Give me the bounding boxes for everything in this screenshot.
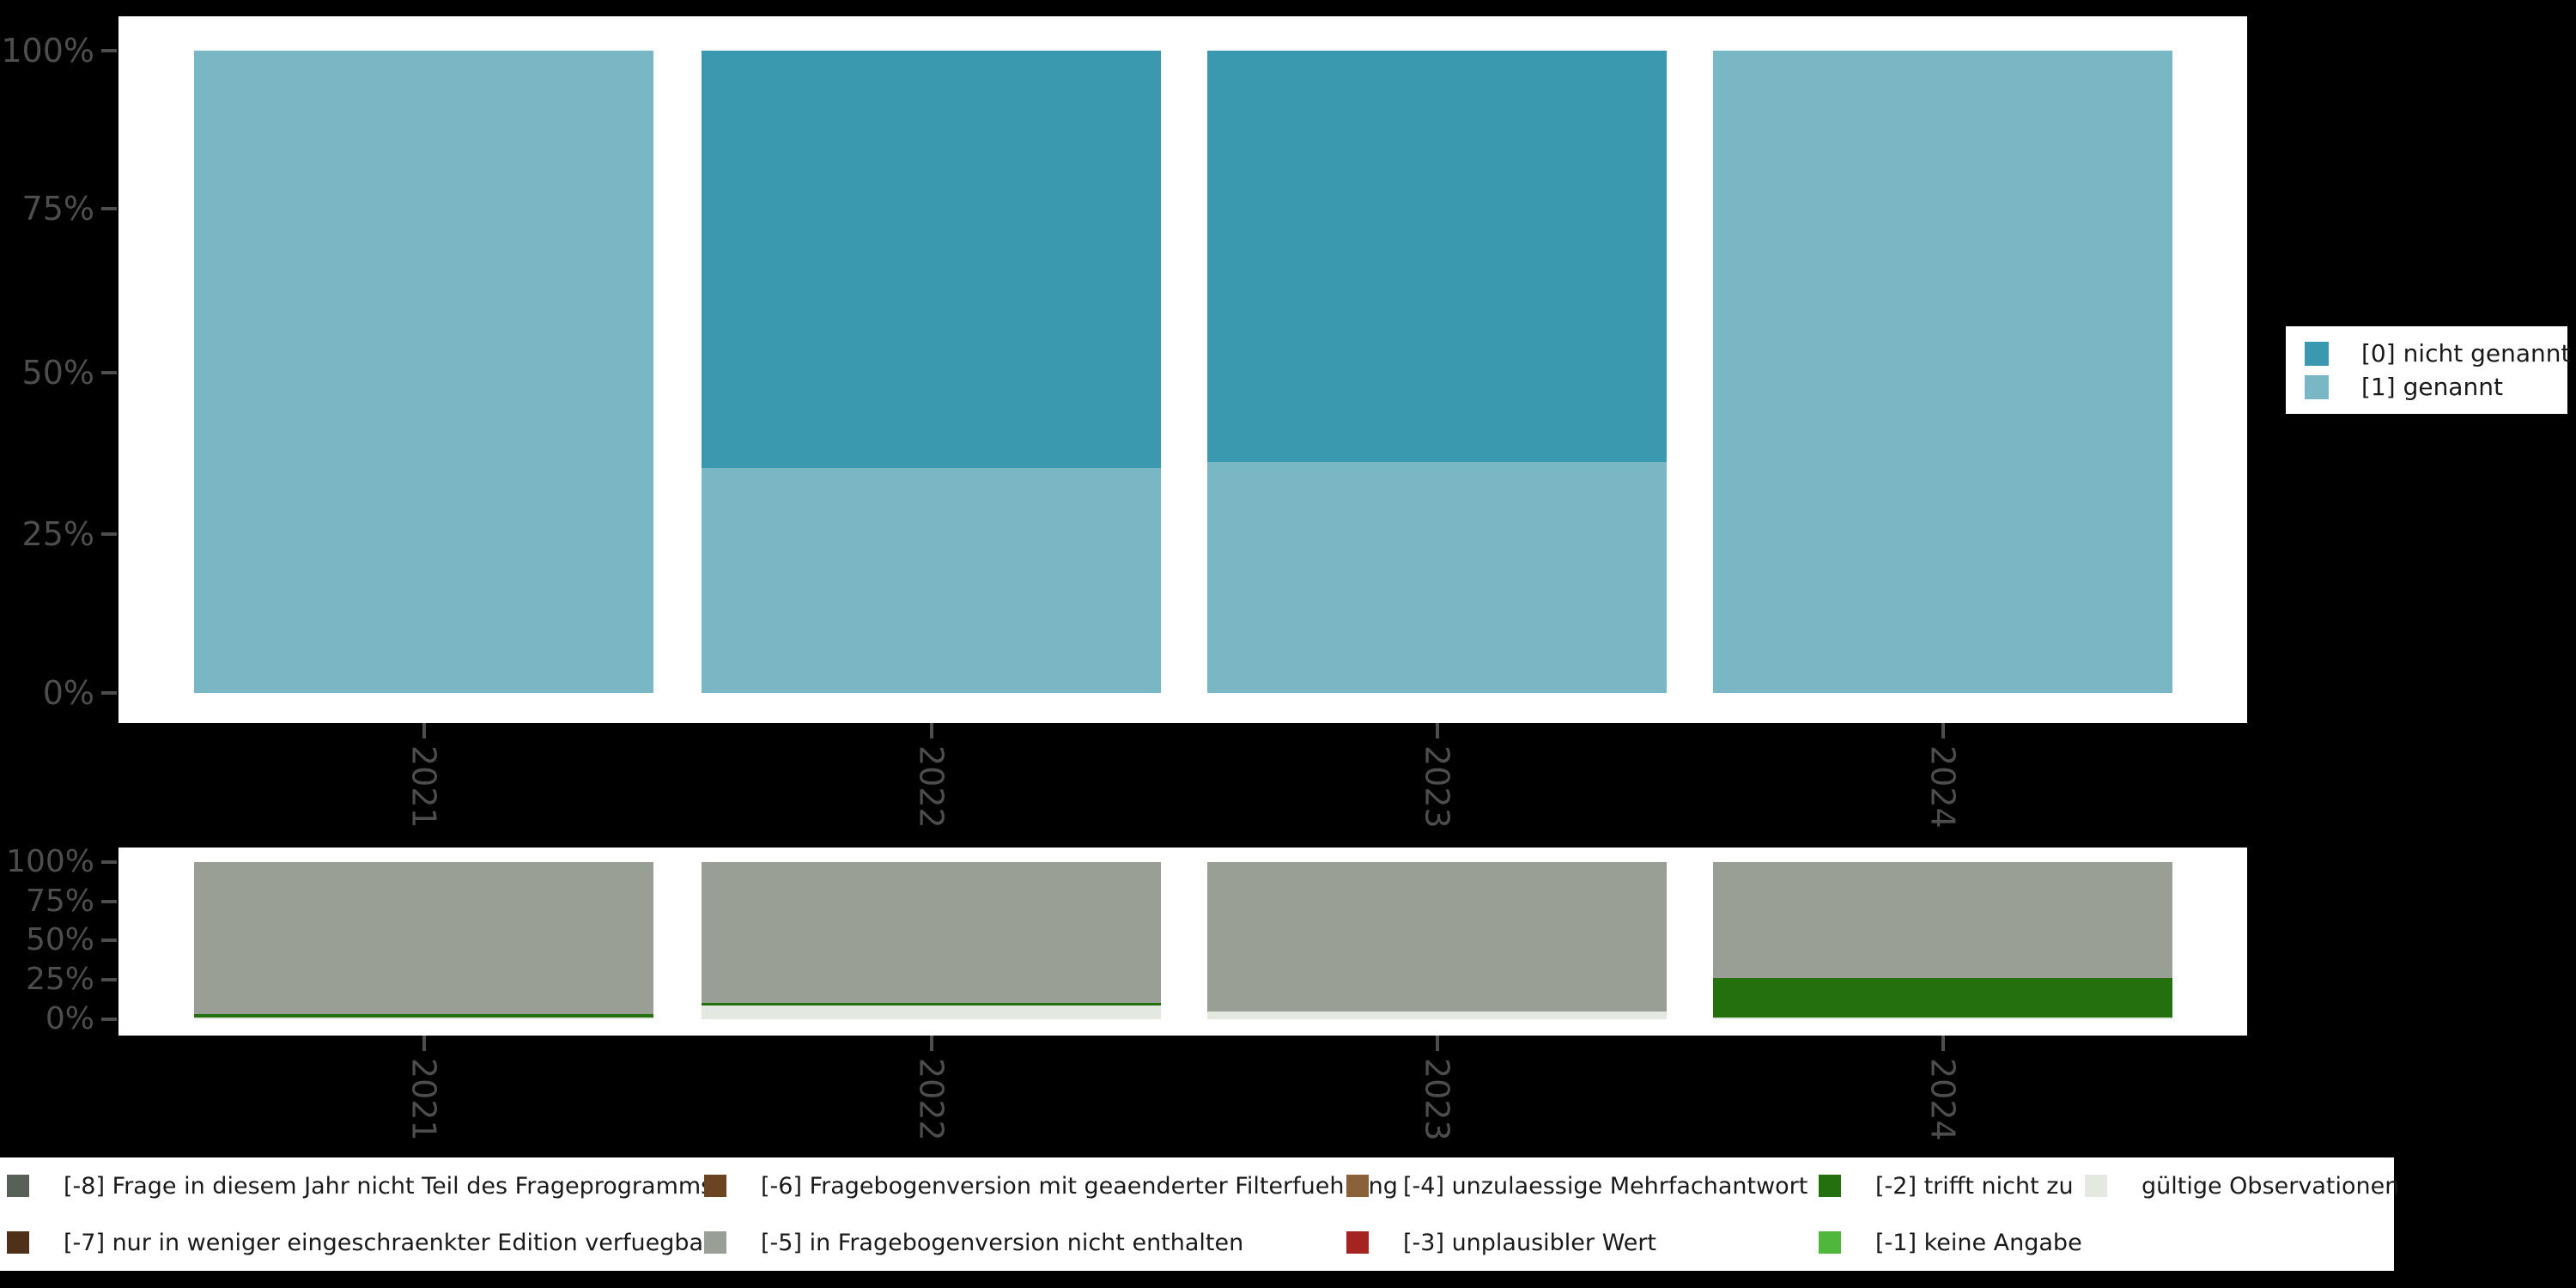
bar-segment	[1713, 862, 2172, 979]
x-axis-tick	[1941, 1036, 1945, 1051]
legend-item: [-5] in Fragebogenversion nicht enthalte…	[697, 1230, 1340, 1256]
legend-key-swatch	[704, 1231, 726, 1254]
y-axis-tick-label: 100%	[1, 32, 94, 70]
legend-item: [-8] Frage in diesem Jahr nicht Teil des…	[0, 1173, 713, 1200]
y-axis-tick	[101, 860, 117, 864]
y-axis-tick-label: 75%	[21, 190, 94, 228]
legend-label: [-5] in Fragebogenversion nicht enthalte…	[761, 1229, 1244, 1256]
x-axis-tick-label: 2021	[404, 745, 443, 829]
y-axis-tick-label: 25%	[25, 962, 94, 997]
legend-key-swatch	[7, 1231, 29, 1254]
y-axis-tick	[101, 1018, 117, 1021]
bar-segment	[1713, 1018, 2172, 1019]
bar-2023	[1207, 51, 1667, 693]
bar-segment	[194, 862, 653, 1014]
legend-label: [-8] Frage in diesem Jahr nicht Teil des…	[64, 1172, 714, 1200]
bar-segment	[702, 1002, 1161, 1005]
legend-label: gültige Observationen	[2142, 1172, 2400, 1200]
bar-2024	[1713, 51, 2172, 693]
x-axis-tick-label: 2022	[912, 1058, 951, 1141]
values-legend: [0] nicht genannt [1] genannt	[2286, 326, 2571, 414]
x-axis-tick-label: 2023	[1418, 1058, 1456, 1141]
bar-2021	[194, 51, 653, 693]
legend-label: [-6] Fragebogenversion mit geaenderter F…	[761, 1172, 1398, 1200]
x-axis-tick	[1435, 1036, 1439, 1051]
legend-item: [-3] unplausibler Wert	[1340, 1230, 1812, 1256]
x-axis-tick-label: 2021	[404, 1058, 443, 1141]
x-axis-tick-label: 2022	[912, 745, 951, 829]
legend-item: [1] genannt	[2286, 373, 2567, 401]
legend-label: [-2] trifft nicht zu	[1875, 1172, 2074, 1200]
y-axis-tick-label: 0%	[42, 674, 94, 712]
legend-item: [-4] unzulaessige Mehrfachantwort	[1340, 1173, 1812, 1200]
bar-2022	[702, 51, 1161, 693]
y-axis-tick-label: 50%	[25, 922, 94, 957]
legend-key-swatch	[1346, 1175, 1369, 1197]
x-axis-tick	[1435, 723, 1439, 738]
y-axis-tick-label: 50%	[21, 354, 94, 392]
x-axis-tick	[1941, 723, 1945, 738]
y-axis-tick-label: 0%	[45, 1001, 94, 1036]
y-axis-tick	[101, 49, 117, 52]
bar-segment	[1207, 51, 1667, 462]
legend-key-swatch	[2085, 1175, 2107, 1197]
y-axis-tick-label: 75%	[25, 884, 94, 919]
bar-2021	[194, 862, 653, 1019]
bar-segment	[1207, 1011, 1667, 1019]
x-axis-tick-label: 2024	[1923, 1058, 1962, 1141]
y-axis-tick-label: 100%	[6, 844, 94, 879]
legend-item: [-1] keine Angabe	[1812, 1230, 2082, 1256]
bar-segment	[702, 51, 1161, 469]
legend-label: [-1] keine Angabe	[1875, 1229, 2082, 1256]
legend-label: [0] nicht genannt	[2361, 339, 2571, 368]
y-axis-tick	[101, 371, 117, 374]
legend-key-swatch	[1346, 1231, 1369, 1254]
bar-segment	[1713, 51, 2172, 693]
legend-key-swatch	[7, 1175, 29, 1197]
y-axis-tick	[101, 207, 117, 210]
bar-segment	[1713, 978, 2172, 1018]
x-axis-tick	[422, 723, 426, 738]
legend-key-swatch	[1819, 1175, 1841, 1197]
bar-2023	[1207, 862, 1667, 1019]
legend-label: [-4] unzulaessige Mehrfachantwort	[1403, 1172, 1808, 1200]
bar-segment	[194, 1013, 653, 1018]
bar-segment	[702, 862, 1161, 1003]
bar-2024	[1713, 862, 2172, 1019]
x-axis-tick	[422, 1036, 426, 1051]
y-axis-tick	[101, 978, 117, 981]
x-axis-tick-label: 2024	[1923, 745, 1962, 829]
x-axis-tick	[929, 1036, 933, 1051]
y-axis-tick	[101, 691, 117, 695]
legend-label: [1] genannt	[2361, 373, 2503, 401]
bar-segment	[194, 51, 653, 693]
legend-item: [-7] nur in weniger eingeschraenkter Edi…	[0, 1230, 713, 1256]
y-axis-tick-label: 25%	[21, 515, 94, 553]
x-axis-tick-label: 2023	[1418, 745, 1456, 829]
legend-label: [-3] unplausibler Wert	[1403, 1229, 1657, 1256]
legend-key-swatch	[2305, 341, 2329, 366]
y-axis-tick	[101, 532, 117, 536]
bar-segment	[702, 1005, 1161, 1019]
y-axis-tick	[101, 900, 117, 903]
legend-label: [-7] nur in weniger eingeschraenkter Edi…	[64, 1229, 714, 1256]
legend-key-swatch	[2305, 374, 2329, 399]
legend-item: [-6] Fragebogenversion mit geaenderter F…	[697, 1173, 1398, 1200]
bar-2022	[702, 862, 1161, 1019]
bar-segment	[1207, 461, 1667, 693]
y-axis-tick	[101, 939, 117, 942]
missing-values-legend: [-8] Frage in diesem Jahr nicht Teil des…	[0, 1157, 2399, 1271]
legend-item: gültige Observationen	[2078, 1173, 2399, 1200]
legend-key-swatch	[1819, 1231, 1841, 1254]
bar-segment	[1207, 862, 1667, 1012]
legend-item: [0] nicht genannt	[2286, 339, 2571, 368]
bar-segment	[702, 468, 1161, 693]
legend-item: [-2] trifft nicht zu	[1812, 1173, 2078, 1200]
legend-key-swatch	[704, 1175, 726, 1197]
x-axis-tick	[929, 723, 933, 738]
bar-segment	[194, 1018, 653, 1019]
